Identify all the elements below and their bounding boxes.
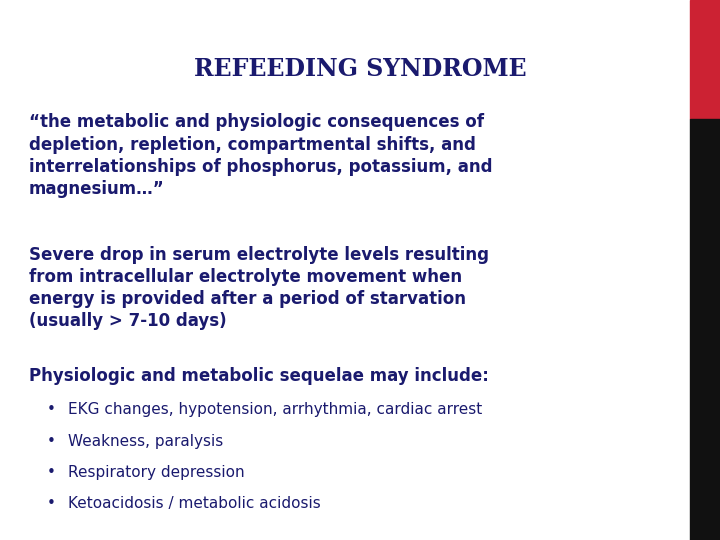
Text: Ketoacidosis / metabolic acidosis: Ketoacidosis / metabolic acidosis: [68, 496, 321, 511]
Text: •: •: [47, 402, 55, 417]
Text: REFEEDING SYNDROME: REFEEDING SYNDROME: [194, 57, 526, 80]
Text: Physiologic and metabolic sequelae may include:: Physiologic and metabolic sequelae may i…: [29, 367, 489, 385]
Text: •: •: [47, 496, 55, 511]
Bar: [690, 119, 720, 540]
Text: •: •: [47, 465, 55, 480]
Text: EKG changes, hypotension, arrhythmia, cardiac arrest: EKG changes, hypotension, arrhythmia, ca…: [68, 402, 482, 417]
Bar: [690, 0, 720, 119]
Text: Respiratory depression: Respiratory depression: [68, 465, 245, 480]
Text: •: •: [47, 434, 55, 449]
Text: Weakness, paralysis: Weakness, paralysis: [68, 434, 224, 449]
Text: Severe drop in serum electrolyte levels resulting
from intracellular electrolyte: Severe drop in serum electrolyte levels …: [29, 246, 489, 330]
Text: “the metabolic and physiologic consequences of
depletion, repletion, compartment: “the metabolic and physiologic consequen…: [29, 113, 492, 198]
